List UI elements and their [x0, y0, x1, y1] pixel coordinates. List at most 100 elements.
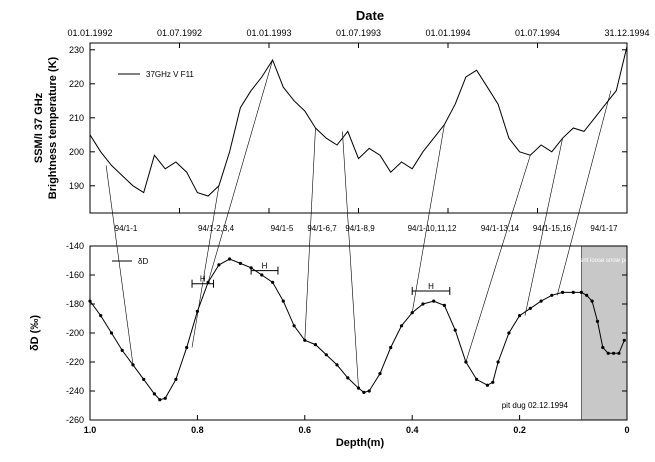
- top-y-tick-label: 190: [69, 181, 84, 191]
- dd-point: [313, 343, 318, 347]
- dd-point: [346, 376, 350, 380]
- dd-point: [410, 311, 414, 315]
- bottom-x-axis: 1.0 0.8 0.6 0.4 0.2 0: [84, 415, 630, 435]
- sample-connectors: [105, 59, 612, 389]
- top-x-tick-label: 31.12.1994: [604, 28, 649, 38]
- bottom-y-tick-label: -240: [66, 386, 84, 396]
- dd-point: [475, 377, 479, 381]
- dd-point: [356, 386, 361, 390]
- dd-point: [217, 263, 221, 267]
- h-marker-label: H: [262, 262, 268, 271]
- dd-point: [550, 293, 554, 297]
- bottom-y-tick-label: -160: [66, 270, 84, 280]
- bottom-plot-frame: [89, 245, 628, 421]
- dd-point: [292, 324, 296, 328]
- sample-connector: [207, 59, 273, 283]
- dd-point: [453, 328, 457, 332]
- sample-connector: [191, 185, 220, 348]
- dd-point: [324, 353, 328, 357]
- bottom-legend-label: δD: [138, 257, 148, 266]
- dd-point: [601, 345, 605, 350]
- dd-point: [281, 299, 285, 303]
- top-y-axis-label-line1: SSM/I 37 GHz: [33, 92, 45, 163]
- recent-snow-shaded-region: [581, 245, 628, 421]
- dd-point: [174, 377, 178, 381]
- top-x-tick-label: 01.07.1994: [515, 28, 560, 38]
- dd-point: [571, 290, 575, 294]
- dd-point: [518, 314, 522, 318]
- dd-point: [195, 309, 199, 313]
- dd-point: [158, 398, 162, 402]
- dd-point: [595, 319, 600, 323]
- sample-connector: [411, 124, 445, 313]
- dd-point: [260, 273, 264, 277]
- sample-connector: [304, 127, 316, 341]
- dd-point: [142, 377, 146, 381]
- series-line-37ghz: [89, 46, 628, 197]
- series-line-dd: [89, 258, 625, 401]
- dd-point: [131, 363, 135, 367]
- dd-point: [579, 290, 584, 294]
- dd-point: [389, 345, 393, 350]
- dd-point: [335, 363, 339, 367]
- sample-connector: [556, 90, 612, 296]
- dd-point: [485, 383, 489, 387]
- top-y-tick-label: 200: [69, 147, 84, 157]
- dd-point: [491, 380, 495, 384]
- dd-point: [432, 299, 436, 303]
- dd-point: [496, 360, 500, 364]
- dd-point: [362, 390, 366, 394]
- h-marker-label: H: [428, 282, 434, 291]
- bottom-x-tick-label: 0.6: [299, 425, 312, 435]
- dd-point: [238, 261, 242, 265]
- dd-point: [539, 299, 543, 303]
- sample-label: 94/1-6,7: [307, 224, 337, 233]
- top-x-tick-label: 01.01.1993: [246, 28, 291, 38]
- dd-point: [378, 372, 382, 376]
- dd-point: [109, 331, 114, 335]
- bottom-y-tick-label: -180: [66, 299, 84, 309]
- top-x-tick-label: 01.07.1993: [336, 28, 381, 38]
- dd-point: [561, 290, 565, 294]
- dd-point: [249, 266, 253, 270]
- top-plot-frame: [89, 42, 628, 214]
- recent-snow-label: recent loose snow pack: [572, 258, 636, 264]
- top-x-tick-label: 01.01.1994: [425, 28, 470, 38]
- bottom-y-tick-label: -200: [66, 328, 84, 338]
- dd-point: [152, 392, 156, 396]
- dd-point: [612, 351, 616, 355]
- sample-label: 94/1-5: [271, 224, 294, 233]
- sample-label: 94/1-15,16: [533, 224, 572, 233]
- top-legend-label: 37GHz V F11: [146, 70, 194, 79]
- dd-point: [206, 280, 210, 284]
- dd-point: [606, 351, 610, 355]
- sample-label: 94/1-1: [115, 224, 138, 233]
- dd-point: [163, 396, 167, 400]
- bottom-y-tick-label: -260: [66, 415, 84, 425]
- dd-point: [442, 303, 446, 307]
- bottom-x-tick-label: 0.8: [191, 425, 204, 435]
- top-y-tick-label: 230: [69, 45, 84, 55]
- bottom-x-tick-label: 0.4: [406, 425, 419, 435]
- sample-labels: 94/1-1 94/1-2,3,4 94/1-5 94/1-6,7 94/1-8,9 94…: [115, 224, 618, 233]
- dd-point: [88, 299, 92, 303]
- top-chart-title: Date: [356, 8, 384, 23]
- dd-point: [303, 338, 307, 342]
- sample-connector: [342, 131, 359, 389]
- dd-point: [585, 293, 589, 297]
- sample-label: 94/1-17: [590, 224, 618, 233]
- top-x-tick-label: 01.07.1992: [157, 28, 202, 38]
- dd-point: [622, 338, 626, 342]
- h-marker-label: H: [200, 275, 206, 284]
- top-x-tick-labels: 01.01.1992 01.07.1992 01.01.1993 01.07.1993…: [67, 28, 650, 213]
- bottom-y-tick-label: -140: [66, 241, 84, 251]
- sample-label: 94/1-10,11,12: [408, 224, 457, 233]
- h-markers: H H H: [191, 262, 451, 295]
- dd-point: [464, 360, 468, 364]
- top-y-tick-label: 220: [69, 79, 84, 89]
- dd-point: [399, 324, 404, 328]
- sample-connector: [465, 155, 531, 363]
- dd-point: [528, 306, 532, 310]
- bottom-x-axis-label: Depth(m): [336, 437, 385, 449]
